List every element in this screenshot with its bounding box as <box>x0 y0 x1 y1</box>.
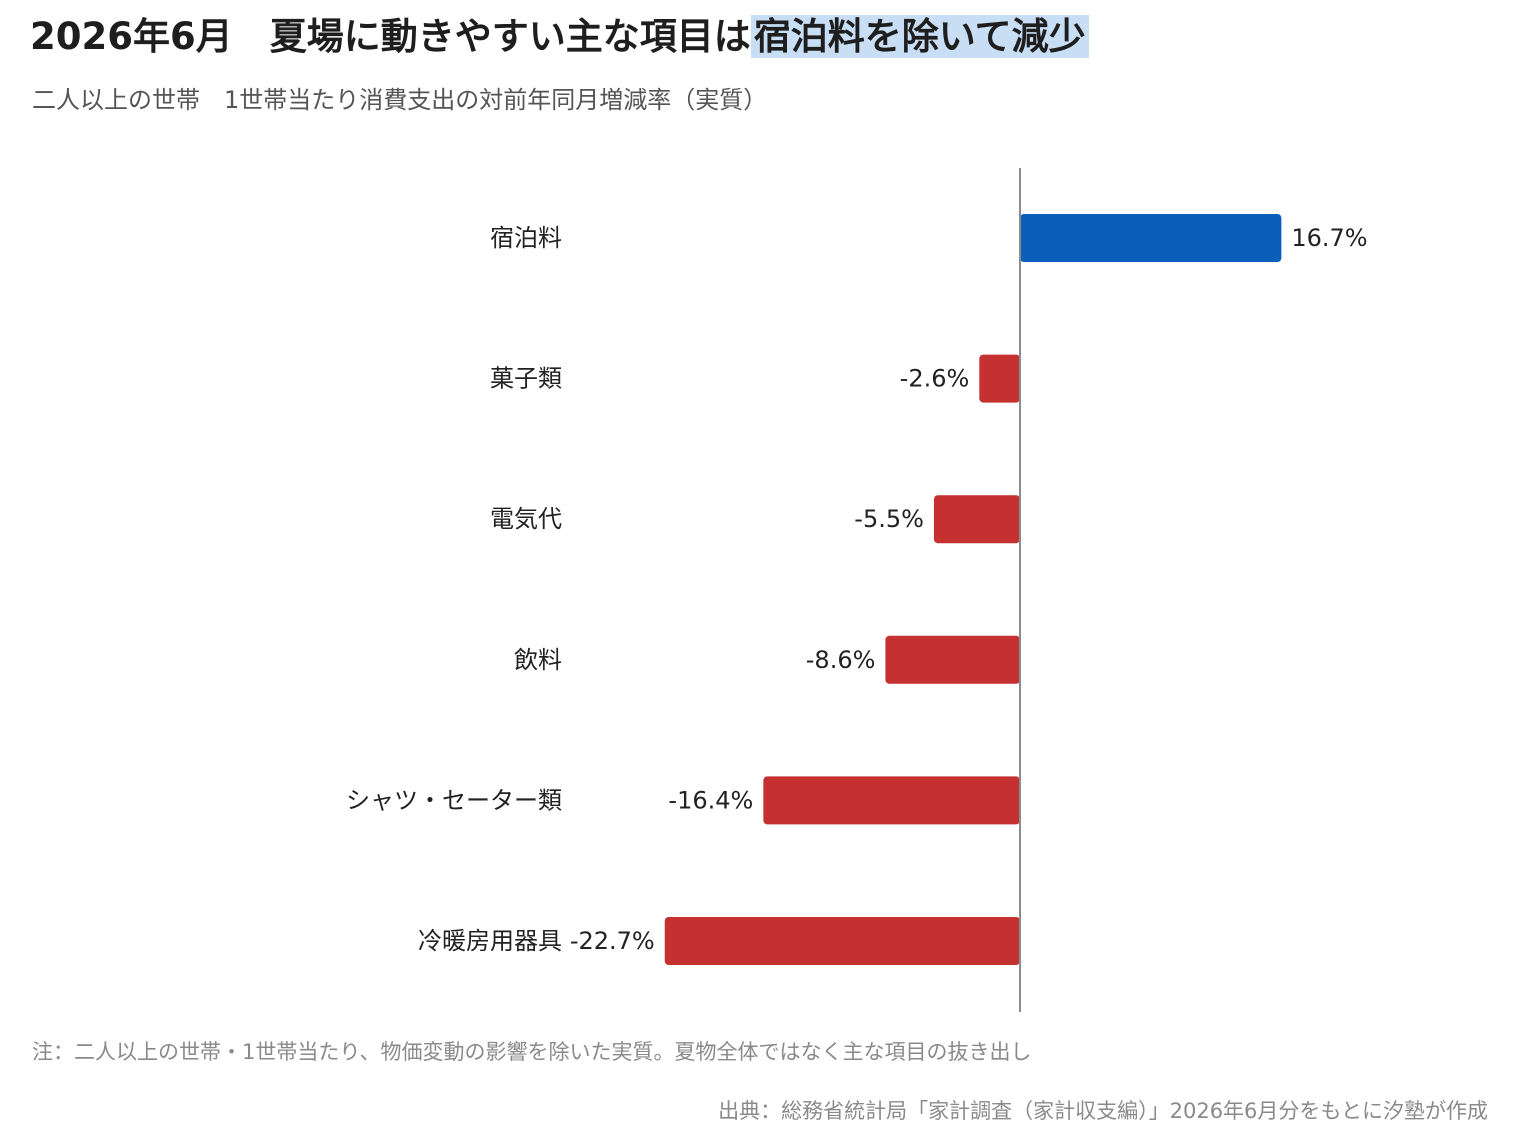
category-label: 宿泊料 <box>490 224 562 252</box>
category-label: 菓子類 <box>490 365 562 393</box>
bar-3 <box>885 635 1020 684</box>
category-label: 電気代 <box>490 505 562 533</box>
data-label: -5.5% <box>854 505 924 533</box>
data-label: -22.7% <box>570 927 655 955</box>
chart-source: 出典：総務省統計局「家計調査（家計収支編）」2026年6月分をもとに汐塾が作成 <box>718 1099 1488 1123</box>
bar-1 <box>979 354 1020 403</box>
chart-title: 2026年6月 夏場に動きやすい主な項目は宿泊料を除いて減少 <box>30 12 1089 62</box>
category-label: シャツ・セーター類 <box>346 786 562 814</box>
data-label: -8.6% <box>806 646 876 674</box>
bar-5 <box>664 917 1020 965</box>
data-label: 16.7% <box>1291 224 1367 252</box>
chart-note: 注：二人以上の世帯・1世帯当たり、物価変動の影響を除いた実質。夏物全体ではなく主… <box>32 1040 1032 1064</box>
bar-4 <box>763 776 1020 825</box>
bar-2 <box>933 495 1020 544</box>
chart-title-highlight: 宿泊料を除いて減少 <box>750 15 1089 58</box>
bar-0 <box>1020 214 1282 262</box>
data-label: -2.6% <box>900 365 970 393</box>
chart-title-main: 2026年6月 夏場に動きやすい主な項目は <box>30 15 751 58</box>
chart-subtitle: 二人以上の世帯 1世帯当たり消費支出の対前年同月増減率（実質） <box>32 86 768 114</box>
category-label: 冷暖房用器具 <box>418 927 562 955</box>
data-label: -16.4% <box>668 786 753 814</box>
category-label: 飲料 <box>514 646 562 674</box>
